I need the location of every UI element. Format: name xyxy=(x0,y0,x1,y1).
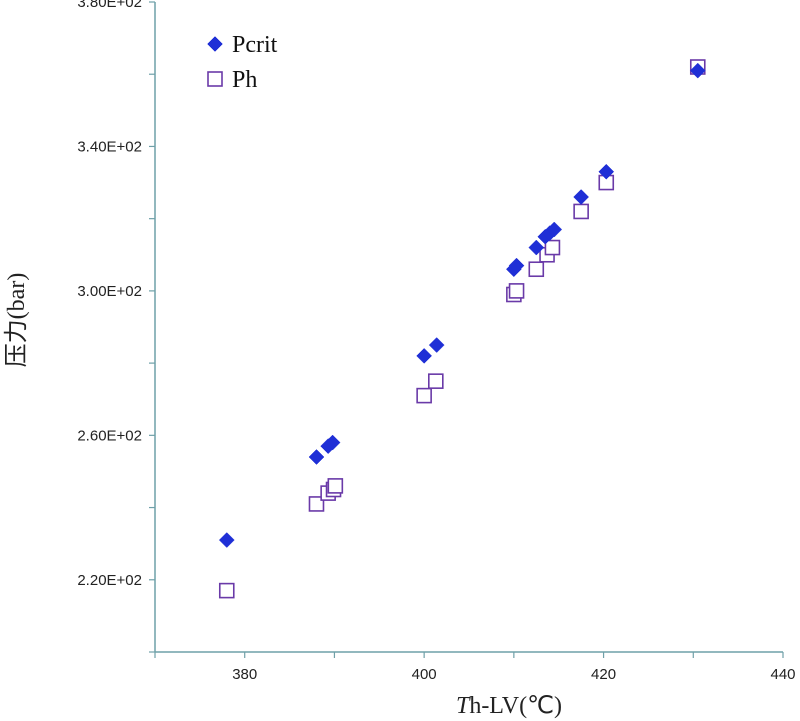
x-axis-title-rest: h-LV(℃) xyxy=(469,693,562,719)
data-point-pcrit xyxy=(528,239,545,256)
data-point-ph xyxy=(508,283,525,299)
data-point-pcrit xyxy=(598,163,615,180)
legend-label-ph: Ph xyxy=(232,67,257,93)
x-tick-label: 400 xyxy=(412,666,437,683)
data-point-pcrit xyxy=(546,221,563,238)
x-tick-label: 440 xyxy=(770,666,795,683)
y-tick-label: 2.60E+02 xyxy=(77,427,142,444)
data-point-pcrit xyxy=(218,532,235,548)
data-point-pcrit xyxy=(573,189,589,205)
y-tick-label: 3.40E+02 xyxy=(77,138,142,155)
y-tick-label: 3.80E+02 xyxy=(77,0,142,11)
x-axis-ticks: 380 400 420 440 xyxy=(154,652,796,683)
data-point-ph xyxy=(528,261,545,278)
y-axis-title: 压力(bar) xyxy=(3,273,30,368)
data-point-pcrit xyxy=(508,257,525,274)
data-point-pcrit xyxy=(689,62,706,79)
x-axis-title: Th-LV(℃) xyxy=(456,693,562,719)
data-point-ph xyxy=(573,203,589,220)
legend-marker-pcrit xyxy=(207,36,223,52)
data-points xyxy=(218,59,706,599)
data-point-pcrit xyxy=(428,337,445,353)
legend-label-pcrit: Pcrit xyxy=(232,32,278,58)
data-point-ph xyxy=(544,239,561,256)
data-point-pcrit xyxy=(308,449,325,465)
data-point-ph xyxy=(308,496,325,512)
y-tick-label: 3.00E+02 xyxy=(77,283,142,300)
legend: Pcrit Ph xyxy=(207,32,278,93)
x-tick-label: 380 xyxy=(232,666,257,683)
legend-square-marker xyxy=(207,71,223,87)
data-point-ph xyxy=(218,582,235,599)
y-tick-label: 2.20E+02 xyxy=(77,572,142,589)
data-point-ph xyxy=(416,387,432,404)
data-point-pcrit xyxy=(416,348,432,364)
data-point-pcrit xyxy=(324,434,341,451)
x-axis-title-italic: T xyxy=(456,693,471,719)
data-point-ph xyxy=(327,478,344,494)
legend-marker-ph xyxy=(207,71,223,87)
x-tick-label: 420 xyxy=(591,666,616,683)
data-point-ph xyxy=(428,373,444,389)
y-axis-ticks: 2.20E+02 2.60E+02 3.00E+02 3.40E+02 3.80E+02 xyxy=(77,0,155,653)
legend-diamond-marker xyxy=(207,36,223,52)
